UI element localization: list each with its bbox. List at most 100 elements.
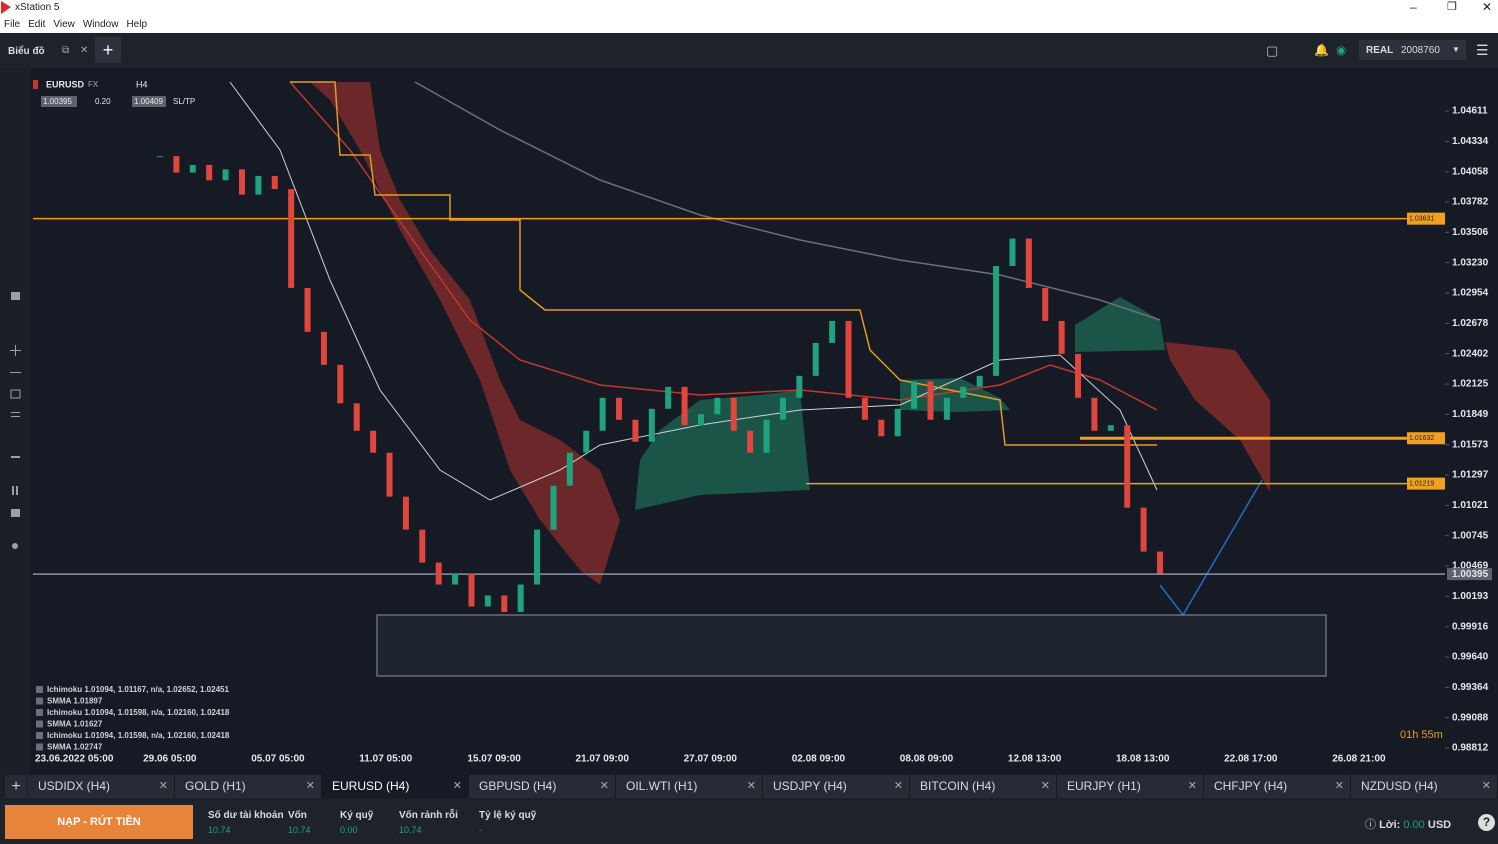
stat-label: Số dư tài khoản (208, 810, 284, 821)
plot: 1.04611 1.04334 1.04058 1.03782 1.03506 1.032… (33, 106, 1492, 765)
account-selector[interactable]: REAL 2008760 ▼ (1359, 40, 1466, 60)
tab[interactable]: USDJPY (H4) ✕ (763, 775, 910, 798)
add-view[interactable]: + (95, 37, 121, 63)
close-button[interactable]: ✕ (1482, 0, 1493, 14)
indicator-icon (36, 720, 43, 728)
tab-label: USDIDX (H4) (38, 779, 111, 793)
y-tick-label: 1.00469 (1452, 561, 1489, 572)
tab[interactable]: CHFJPY (H4) ✕ (1204, 775, 1351, 798)
symbol-interval[interactable]: H4 (136, 79, 148, 89)
help-button[interactable]: ? (1478, 814, 1495, 831)
tab-label: GBPUSD (H4) (479, 779, 557, 793)
tab-close[interactable]: ✕ (1481, 780, 1491, 792)
tab-close[interactable]: ✕ (599, 780, 609, 792)
symbol-name[interactable]: EURUSD (46, 79, 85, 89)
candle (993, 265, 1000, 376)
restore-button[interactable]: ❐ (1447, 1, 1457, 13)
candle (1140, 507, 1147, 552)
indicator-legend: SMMA 1.02747 (47, 743, 103, 752)
x-tick-label: 11.07 05:00 (359, 754, 412, 765)
candle (632, 419, 639, 442)
candle (681, 386, 688, 426)
y-tick-label: 1.02678 (1452, 318, 1489, 329)
candle (616, 397, 623, 420)
view-selector[interactable]: Biểu đồ (8, 46, 45, 57)
candle (222, 169, 229, 181)
detach-button[interactable]: ⧉ (62, 45, 70, 56)
drawing-toolbar (0, 68, 30, 775)
ask-price[interactable]: 1.00409 (134, 97, 163, 106)
level-label: 1.01632 (1409, 435, 1434, 442)
indicator-icon (36, 743, 43, 751)
tab[interactable]: EURUSD (H4) ✕ (322, 775, 469, 798)
x-tick-label: 27.07 09:00 (684, 754, 738, 765)
candle (189, 164, 196, 173)
layout-button[interactable]: ▢ (1266, 43, 1279, 58)
y-tick-label: 1.02954 (1452, 288, 1489, 299)
y-tick-label: 1.02402 (1452, 348, 1489, 359)
account-stat: Ký quỹ 0.00 (340, 810, 373, 835)
stat-label: Ký quỹ (340, 810, 374, 821)
level-tag (1407, 477, 1445, 490)
candle (517, 584, 524, 613)
tab-close[interactable]: ✕ (452, 780, 462, 792)
candle (320, 331, 327, 365)
candle (255, 175, 262, 195)
profit-info: ⓘ Lời: 0.00 USD (1365, 819, 1452, 831)
toolbar: Biểu đồ ⧉ ✕ + ▢ 🔔 ◉ REAL 2008760 ▼ ☰ (0, 33, 1498, 68)
candle (435, 562, 442, 585)
bid-price[interactable]: 1.00395 (43, 97, 72, 106)
tab[interactable]: USDIDX (H4) ✕ (28, 775, 175, 798)
y-tick-label: 1.01573 (1452, 439, 1489, 450)
candle (1107, 425, 1114, 431)
y-tick-label: 1.01297 (1452, 470, 1489, 481)
stat-label: Vốn (288, 810, 307, 821)
x-tick-label: 08.08 09:00 (900, 754, 954, 765)
menu-item[interactable]: View (53, 19, 75, 30)
tab[interactable]: BITCOIN (H4) ✕ (910, 775, 1057, 798)
close-view[interactable]: ✕ (80, 45, 89, 56)
tab-close[interactable]: ✕ (158, 780, 168, 792)
minimize-button[interactable]: – (1410, 0, 1417, 14)
tab-close[interactable]: ✕ (1334, 780, 1344, 792)
main-menu[interactable]: ☰ (1476, 42, 1489, 58)
tab[interactable]: GBPUSD (H4) ✕ (469, 775, 616, 798)
level-tag (1447, 568, 1492, 581)
add-tab[interactable]: + (5, 775, 27, 798)
tab[interactable]: EURJPY (H1) ✕ (1057, 775, 1204, 798)
tab-close[interactable]: ✕ (1187, 780, 1197, 792)
candle (829, 320, 836, 343)
candle (386, 452, 393, 497)
menu-item[interactable]: Window (82, 19, 119, 30)
candle (173, 156, 180, 173)
tab-close[interactable]: ✕ (746, 780, 756, 792)
candle (845, 320, 852, 398)
candle (468, 573, 475, 607)
candle (566, 452, 573, 486)
y-tick-label: 1.03782 (1452, 197, 1489, 208)
candle (861, 397, 868, 420)
candle (1009, 238, 1016, 266)
candle (402, 496, 409, 530)
x-tick-label: 15.07 09:00 (467, 754, 521, 765)
notifications[interactable]: 🔔 (1314, 43, 1329, 57)
tab[interactable]: NZDUSD (H4) ✕ (1351, 775, 1498, 798)
indicator-icon (36, 709, 43, 716)
profit-value: 0.00 (1403, 819, 1425, 831)
menu-bar: File Edit View Window Help (0, 16, 1498, 33)
tab[interactable]: GOLD (H1) ✕ (175, 775, 322, 798)
symbol-bar: EURUSD FX H4 1.00395 0.20 1.00409 SL/TP (33, 79, 195, 107)
sltp-button[interactable]: SL/TP (173, 97, 195, 106)
candle (157, 156, 163, 158)
tab-close[interactable]: ✕ (305, 780, 315, 792)
menu-item[interactable]: Edit (28, 19, 46, 30)
tab[interactable]: OIL.WTI (H1) ✕ (616, 775, 763, 798)
tab-close[interactable]: ✕ (893, 780, 903, 792)
candle (747, 430, 754, 453)
account-bar: NẠP - RÚT TIỀN Số dư tài khoản 10.74 Vốn 10… (0, 800, 1498, 844)
tab-close[interactable]: ✕ (1040, 780, 1050, 792)
menu-item[interactable]: File (4, 19, 21, 30)
candle (206, 164, 213, 181)
deposit-button[interactable]: NẠP - RÚT TIỀN (5, 805, 193, 839)
menu-item[interactable]: Help (126, 19, 148, 30)
